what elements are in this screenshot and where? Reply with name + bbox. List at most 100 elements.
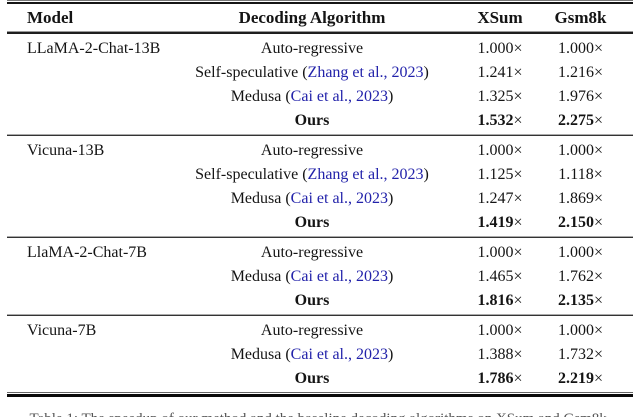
citation-link[interactable]: Cai et al., 2023: [290, 268, 388, 285]
algorithm-label: Auto-regressive: [260, 322, 364, 339]
gsm8k-value: 1.762 ×: [557, 268, 604, 285]
times-symbol: ×: [593, 88, 604, 105]
times-symbol: ×: [593, 322, 604, 339]
xsum-value: 1.000 ×: [477, 322, 523, 339]
times-symbol: ×: [513, 142, 523, 159]
section-llama-2-chat-7b: LlaMA-2-Chat-7B Auto-regressive 1.000 × 1…: [7, 238, 633, 314]
model-name: Vicuna-13B: [27, 142, 105, 159]
results-table: Model Decoding Algorithm XSum Gsm8k LLaM…: [7, 0, 633, 397]
header-model: Model: [27, 8, 74, 27]
times-symbol: ×: [513, 64, 523, 81]
xsum-value: 1.786 ×: [477, 370, 523, 387]
gsm8k-value: 1.869 ×: [557, 190, 604, 207]
gsm8k-value: 1.000 ×: [557, 322, 604, 339]
table-header-row: Model Decoding Algorithm XSum Gsm8k: [7, 5, 633, 31]
model-name: LlaMA-2-Chat-7B: [27, 244, 147, 261]
xsum-value: 1.000 ×: [477, 244, 523, 261]
algorithm-cell-ours: Ours: [177, 289, 447, 313]
times-symbol: ×: [513, 322, 523, 339]
model-name: LLaMA-2-Chat-13B: [27, 40, 161, 57]
citation-link[interactable]: Zhang et al., 2023: [307, 166, 424, 183]
algorithm-suffix: ): [387, 346, 394, 363]
gsm8k-value: 1.118 ×: [558, 166, 603, 183]
xsum-value: 1.388 ×: [477, 346, 523, 363]
algorithm-suffix: ): [387, 268, 394, 285]
times-symbol: ×: [593, 268, 604, 285]
times-symbol: ×: [593, 244, 604, 261]
citation-link[interactable]: Cai et al., 2023: [290, 88, 388, 105]
gsm8k-value: 1.000 ×: [557, 142, 604, 159]
times-symbol: ×: [513, 166, 523, 183]
algorithm-cell: Self-speculative (Zhang et al., 2023): [177, 61, 447, 85]
times-symbol: ×: [593, 346, 604, 363]
gsm8k-value: 1.976 ×: [557, 88, 604, 105]
algorithm-cell-ours: Ours: [177, 211, 447, 235]
header-bottom-rule: [7, 31, 633, 34]
algorithm-suffix: ): [423, 166, 429, 183]
algorithm-label: Ours: [294, 112, 330, 129]
algorithm-cell: Auto-regressive: [177, 139, 447, 163]
gsm8k-value: 1.732 ×: [557, 346, 604, 363]
algorithm-cell: Auto-regressive: [177, 241, 447, 265]
times-symbol: ×: [513, 370, 523, 387]
section-vicuna-7b: Vicuna-7B Auto-regressive 1.000 × 1.000 × …: [7, 316, 633, 392]
algorithm-label: Ours: [294, 370, 330, 387]
times-symbol: ×: [593, 166, 603, 183]
gsm8k-value: 2.219 ×: [557, 370, 604, 387]
xsum-value: 1.000 ×: [477, 142, 523, 159]
algorithm-cell: Medusa (Cai et al., 2023): [177, 343, 447, 367]
times-symbol: ×: [513, 244, 523, 261]
xsum-value: 1.419 ×: [477, 214, 523, 231]
xsum-value: 1.816 ×: [477, 292, 523, 309]
xsum-value: 1.532 ×: [477, 112, 523, 129]
algorithm-label: Auto-regressive: [260, 142, 364, 159]
algorithm-suffix: ): [387, 190, 394, 207]
citation-link[interactable]: Cai et al., 2023: [290, 190, 388, 207]
gsm8k-value: 2.135 ×: [557, 292, 604, 309]
gsm8k-value: 1.216 ×: [557, 64, 604, 81]
section-divider-rule: [7, 134, 633, 136]
algorithm-label: Ours: [294, 292, 330, 309]
citation-link[interactable]: Zhang et al., 2023: [307, 64, 424, 81]
algorithm-label: Ours: [294, 214, 330, 231]
xsum-value: 1.000 ×: [477, 40, 523, 57]
times-symbol: ×: [513, 112, 523, 129]
times-symbol: ×: [593, 214, 604, 231]
gsm8k-value: 1.000 ×: [557, 244, 604, 261]
times-symbol: ×: [593, 190, 604, 207]
algorithm-label: Medusa (: [230, 88, 291, 105]
algorithm-cell: Medusa (Cai et al., 2023): [177, 265, 447, 289]
times-symbol: ×: [593, 40, 604, 57]
xsum-value: 1.247 ×: [477, 190, 523, 207]
section-divider-rule: [7, 314, 633, 316]
times-symbol: ×: [513, 190, 523, 207]
times-symbol: ×: [513, 292, 523, 309]
times-symbol: ×: [513, 268, 523, 285]
algorithm-cell: Auto-regressive: [177, 319, 447, 343]
times-symbol: ×: [593, 64, 604, 81]
times-symbol: ×: [593, 142, 604, 159]
xsum-value: 1.465 ×: [477, 268, 523, 285]
algorithm-label: Self-speculative (: [195, 64, 308, 81]
algorithm-suffix: ): [387, 88, 394, 105]
algorithm-label: Medusa (: [230, 346, 291, 363]
algorithm-cell: Self-speculative (Zhang et al., 2023): [177, 163, 447, 187]
table-bottom-rule: [7, 392, 633, 397]
gsm8k-value: 1.000 ×: [557, 40, 604, 57]
xsum-value: 1.241 ×: [477, 64, 523, 81]
algorithm-label: Medusa (: [230, 268, 291, 285]
algorithm-suffix: ): [423, 64, 429, 81]
times-symbol: ×: [513, 40, 523, 57]
gsm8k-value: 2.150 ×: [557, 214, 604, 231]
times-symbol: ×: [513, 88, 523, 105]
section-llama-2-chat-13b: LLaMA-2-Chat-13B Auto-regressive 1.000 × …: [7, 34, 633, 134]
table-caption-clipped: Table 1: The speedup of our method and t…: [0, 403, 640, 417]
algorithm-cell: Medusa (Cai et al., 2023): [177, 187, 447, 211]
model-name: Vicuna-7B: [27, 322, 97, 339]
times-symbol: ×: [593, 370, 604, 387]
algorithm-label: Medusa (: [230, 190, 291, 207]
header-gsm8k: Gsm8k: [554, 8, 607, 27]
citation-link[interactable]: Cai et al., 2023: [290, 346, 388, 363]
times-symbol: ×: [593, 292, 604, 309]
header-decoding-algorithm: Decoding Algorithm: [238, 8, 386, 27]
